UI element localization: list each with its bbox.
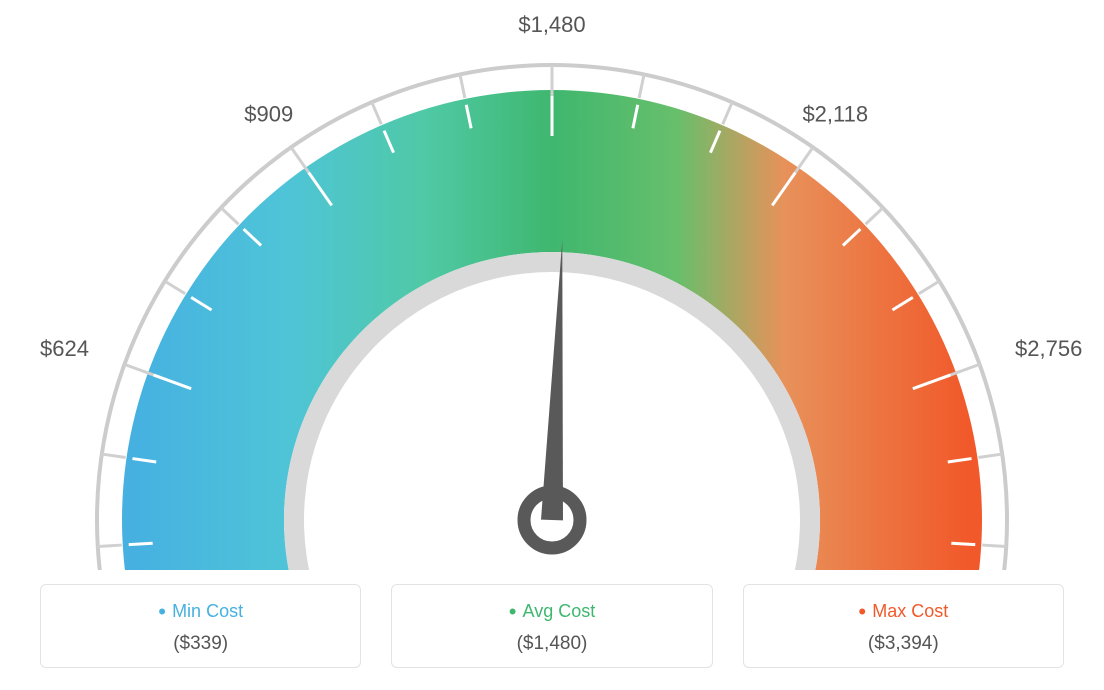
- gauge-needle: [524, 240, 580, 548]
- gauge-area: $339$624$909$1,480$2,118$2,756$3,394: [0, 0, 1104, 570]
- legend-row: Min Cost ($339) Avg Cost ($1,480) Max Co…: [40, 584, 1064, 668]
- tick-label: $2,118: [802, 102, 868, 127]
- cost-gauge-widget: $339$624$909$1,480$2,118$2,756$3,394 Min…: [0, 0, 1104, 690]
- legend-card-avg: Avg Cost ($1,480): [391, 584, 712, 668]
- tick-label: $2,756: [1015, 336, 1082, 361]
- legend-avg-value: ($1,480): [402, 633, 701, 655]
- legend-avg-label: Avg Cost: [402, 599, 701, 625]
- tick-label: $909: [244, 102, 293, 127]
- gauge-svg: $339$624$909$1,480$2,118$2,756$3,394: [0, 0, 1104, 570]
- tick-label: $624: [40, 336, 89, 361]
- legend-card-max: Max Cost ($3,394): [743, 584, 1064, 668]
- legend-max-label: Max Cost: [754, 599, 1053, 625]
- legend-min-value: ($339): [51, 633, 350, 655]
- tick-label: $1,480: [518, 12, 585, 37]
- legend-max-value: ($3,394): [754, 633, 1053, 655]
- legend-card-min: Min Cost ($339): [40, 584, 361, 668]
- legend-min-label: Min Cost: [51, 599, 350, 625]
